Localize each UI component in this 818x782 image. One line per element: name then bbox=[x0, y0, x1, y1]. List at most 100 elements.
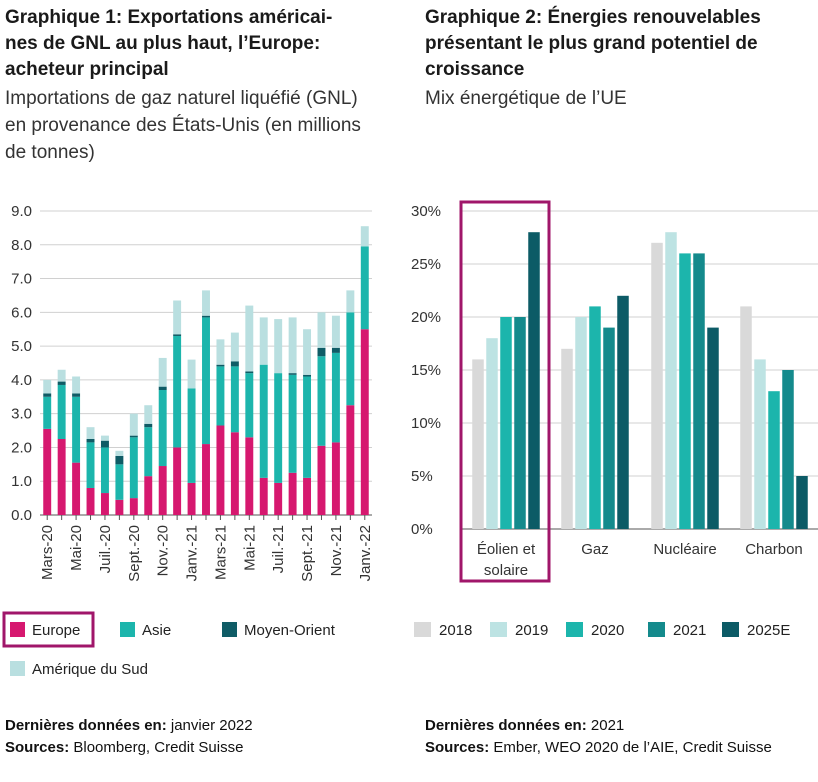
chart-2-title: Graphique 2: Énergies renouvelables prés… bbox=[425, 7, 761, 80]
chart-2-bar bbox=[561, 348, 573, 529]
chart-1-bar-segment bbox=[72, 376, 81, 394]
chart-2-legend-label: 2019 bbox=[515, 622, 548, 639]
chart-1-y-tick-label: 7.0 bbox=[11, 271, 32, 288]
chart-2-legend-swatch bbox=[566, 622, 583, 637]
chart-1-bar-segment bbox=[129, 435, 138, 438]
chart-1-bar-segment bbox=[259, 364, 268, 478]
chart-2-legend-swatch bbox=[722, 622, 739, 637]
chart-1-bar-segment bbox=[303, 477, 312, 515]
chart-1-x-tick-label: Mars-20 bbox=[39, 525, 56, 580]
chart-2-category-label: solaire bbox=[484, 562, 528, 579]
chart-2-bar bbox=[665, 232, 677, 529]
chart-2-sources-value: Ember, WEO 2020 de l’AIE, Credit Suisse bbox=[489, 739, 772, 756]
chart-1-bar-segment bbox=[331, 352, 340, 443]
chart-1-bar-segment bbox=[72, 396, 81, 463]
chart-2-bar bbox=[472, 359, 484, 529]
chart-2-legend-label: 2018 bbox=[439, 622, 472, 639]
chart-1-legend-label: Asie bbox=[142, 622, 171, 639]
chart-1-x-tick-label: Mai-20 bbox=[68, 525, 85, 571]
chart-1-bar-segment bbox=[245, 373, 254, 438]
chart-1-footer: Dernières données en: janvier 2022 Sourc… bbox=[5, 715, 253, 759]
chart-2-sources-label: Sources: bbox=[425, 739, 490, 756]
chart-1-y-tick-label: 9.0 bbox=[11, 203, 32, 220]
chart-1-bar-segment bbox=[72, 393, 81, 397]
chart-2-bar bbox=[768, 391, 780, 529]
chart-1-bar-segment bbox=[129, 498, 138, 515]
chart-1-bar-segment bbox=[86, 442, 95, 488]
chart-2-bar bbox=[589, 306, 601, 529]
chart-1-x-tick-label: Janv.-21 bbox=[184, 525, 201, 581]
chart-2-bar bbox=[651, 242, 663, 530]
chart-2-y-tick-label: 30% bbox=[411, 203, 441, 220]
chart-1-bar-segment bbox=[72, 462, 81, 515]
chart-1-bar-segment bbox=[230, 361, 239, 367]
chart-1-bar-segment bbox=[129, 437, 138, 499]
chart-2-y-tick-label: 0% bbox=[411, 521, 433, 538]
charts-svg: 0.0 1.0 2.0 3.0 4.0 5.0 6.0 7.0 8.0 9.0 Mars-20 Mai… bbox=[2, 200, 818, 678]
chart-1-sources-label: Sources: bbox=[5, 739, 70, 756]
chart-1-bar-segment bbox=[288, 317, 297, 374]
chart-1-bar-segment bbox=[86, 487, 95, 515]
chart-1-bar-segment bbox=[288, 373, 297, 375]
chart-1-legend-highlight-box bbox=[2, 611, 95, 648]
chart-1-y-tick-label: 4.0 bbox=[11, 372, 32, 389]
chart-2-bar bbox=[740, 306, 752, 529]
chart-2-bar bbox=[782, 370, 794, 529]
chart-2-legend-label: 2025E bbox=[747, 622, 790, 639]
chart-2-legend-label: 2020 bbox=[591, 622, 624, 639]
chart-1-bar-segment bbox=[173, 334, 182, 336]
chart-1-bar-segment bbox=[187, 482, 196, 515]
chart-2-latest-label: Dernières données en: bbox=[425, 717, 587, 734]
chart-1-bar-segment bbox=[187, 359, 196, 389]
chart-1-bar-segment bbox=[86, 439, 95, 443]
chart-1-legend-swatch bbox=[10, 661, 25, 676]
chart-1-bar-segment bbox=[331, 315, 340, 348]
chart-2-bar bbox=[707, 327, 719, 529]
chart-2-category-label: Éolien et bbox=[477, 541, 536, 558]
chart-2-bar bbox=[796, 476, 808, 529]
chart-1-latest-label: Dernières données en: bbox=[5, 717, 167, 734]
chart-1-bar-segment bbox=[202, 444, 210, 515]
chart-1-bar-segment bbox=[202, 317, 210, 445]
chart-1-y-tick-label: 3.0 bbox=[11, 406, 32, 423]
chart-1-bar-segment bbox=[57, 384, 66, 439]
chart-2-bar bbox=[617, 295, 629, 529]
chart-1-bar-segment bbox=[303, 329, 312, 375]
chart-1-x-tick-label: Sept.-21 bbox=[299, 525, 316, 582]
chart-1-bar-segment bbox=[216, 425, 225, 515]
chart-1-bar-segment bbox=[43, 393, 52, 397]
chart-2-y-tick-label: 10% bbox=[411, 415, 441, 432]
chart-1-bar-segment bbox=[158, 386, 167, 391]
chart-1-bar-segment bbox=[100, 493, 109, 515]
chart-2-bar bbox=[754, 359, 766, 529]
chart-1-bar-segment bbox=[216, 364, 225, 367]
chart-1-bar-segment bbox=[360, 226, 369, 247]
chart-1-bar-segment bbox=[202, 290, 210, 316]
chart-2-legend-label: 2021 bbox=[673, 622, 706, 639]
chart-1-bar-segment bbox=[331, 442, 340, 515]
chart-1-bar-segment bbox=[173, 447, 182, 515]
chart-2-bar bbox=[500, 317, 512, 529]
chart-1-latest-value: janvier 2022 bbox=[166, 717, 253, 734]
chart-1-bar-segment bbox=[346, 290, 355, 313]
chart-1-bar-segment bbox=[144, 427, 153, 477]
chart-1-bar-segment bbox=[303, 376, 312, 478]
chart-1-bar-segment bbox=[230, 432, 239, 515]
chart-1-x-tick-label: Nov.-21 bbox=[328, 525, 345, 576]
chart-1-bar-segment bbox=[173, 335, 182, 448]
chart-1-legend-swatch bbox=[222, 622, 237, 637]
chart-1-bar-segment bbox=[317, 445, 326, 515]
chart-1-bar-segment bbox=[43, 379, 52, 394]
chart-1-bar-segment bbox=[230, 366, 239, 433]
chart-2-category-label: Gaz bbox=[581, 541, 609, 558]
chart-1-bar-segment bbox=[216, 339, 225, 365]
chart-1-bar-segment bbox=[274, 373, 283, 483]
chart-2-legend-swatch bbox=[490, 622, 507, 637]
chart-2-bar bbox=[693, 253, 705, 529]
chart-1-bar-segment bbox=[317, 347, 326, 357]
chart-1-y-tick-label: 5.0 bbox=[11, 338, 32, 355]
chart-1-bar-segment bbox=[331, 347, 340, 353]
chart-1-legend-swatch bbox=[120, 622, 135, 637]
chart-1-bar-segment bbox=[100, 447, 109, 494]
chart-2-category-label: Nucléaire bbox=[653, 541, 716, 558]
